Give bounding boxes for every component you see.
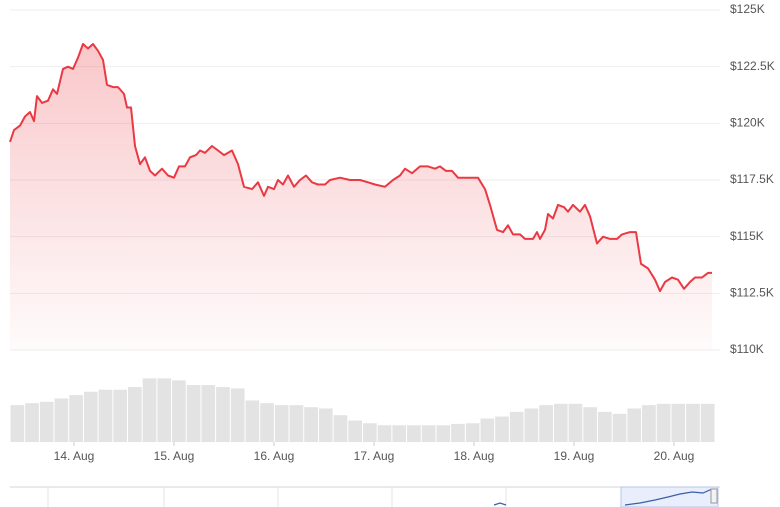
volume-bar	[201, 385, 216, 442]
volume-bar	[304, 407, 318, 442]
volume-bar	[392, 425, 407, 442]
volume-bar	[142, 378, 157, 442]
volume-bar	[318, 408, 333, 442]
volume-bar	[627, 408, 642, 442]
volume-bar	[656, 403, 671, 442]
volume-bar	[421, 425, 436, 442]
volume-bar	[230, 388, 245, 442]
volume-bar	[69, 395, 83, 442]
volume-bar	[407, 425, 421, 442]
volume-bar	[568, 403, 583, 442]
volume-bar	[377, 425, 392, 442]
volume-bar	[583, 407, 597, 442]
navigator	[10, 486, 720, 507]
volume-bar	[274, 405, 289, 442]
volume-bar	[54, 398, 69, 442]
volume-bar	[539, 405, 553, 442]
y-tick-label: $112.5K	[730, 286, 774, 300]
y-tick-label: $117.5K	[730, 172, 774, 186]
volume-bar	[509, 411, 524, 442]
volume-bar	[598, 411, 612, 442]
price-line	[9, 43, 712, 293]
y-tick-label: $120K	[730, 116, 765, 130]
volume-bar	[553, 403, 568, 442]
volume-bar	[186, 385, 201, 442]
volume-bar	[671, 403, 686, 442]
volume-bar	[216, 387, 230, 442]
volume-bar	[612, 413, 627, 442]
x-tick-label: 19. Aug	[554, 449, 595, 463]
volume-bar	[10, 405, 25, 442]
x-tick-label: 14. Aug	[54, 449, 95, 463]
volume-bar	[172, 380, 186, 442]
y-tick-label: $115K	[730, 229, 764, 243]
price-area	[10, 44, 712, 350]
navigator-handle[interactable]	[710, 488, 718, 504]
volume-bar	[348, 420, 362, 442]
x-tick-label: 16. Aug	[254, 449, 295, 463]
y-tick-label: $122.5K	[730, 59, 775, 73]
volume-bars	[10, 378, 715, 442]
volume-bar	[157, 378, 172, 442]
volume-bar	[245, 400, 260, 442]
volume-bar	[363, 423, 377, 442]
axis-labels: $110K $112.5K $115K $117.5K $120K $122.5K $125…	[54, 2, 775, 463]
volume-bar	[465, 423, 480, 442]
volume-bar	[524, 408, 539, 442]
y-tick-label: $125K	[730, 2, 765, 16]
volume-bar	[83, 391, 98, 442]
x-tick-label: 17. Aug	[354, 449, 395, 463]
x-tick-label: 15. Aug	[154, 449, 195, 463]
volume-bar	[289, 405, 304, 442]
volume-bar	[480, 418, 495, 442]
volume-bar	[113, 389, 127, 442]
volume-bar	[128, 387, 142, 442]
x-tick-label: 20. Aug	[654, 449, 695, 463]
y-tick-label: $110K	[730, 342, 764, 356]
plot	[9, 43, 712, 350]
volume-bar	[260, 403, 274, 442]
volume-bar	[642, 405, 656, 442]
volume-bar	[39, 401, 54, 442]
volume-bar	[700, 403, 715, 442]
volume-bar	[333, 415, 348, 442]
x-tick-label: 18. Aug	[454, 449, 495, 463]
navigator-series	[493, 488, 718, 506]
volume-bar	[686, 403, 700, 442]
volume-bar	[495, 416, 509, 442]
volume-bar	[451, 423, 465, 442]
volume-bar	[436, 425, 451, 442]
volume-bar	[25, 403, 39, 442]
volume-bar	[98, 389, 113, 442]
